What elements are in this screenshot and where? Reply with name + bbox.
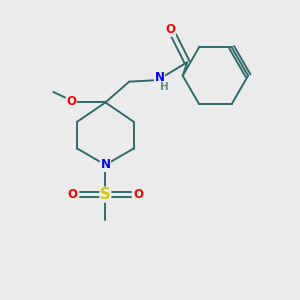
Text: O: O	[133, 188, 143, 201]
Text: H: H	[160, 82, 168, 92]
Text: O: O	[66, 95, 76, 108]
Text: S: S	[100, 187, 111, 202]
Text: O: O	[68, 188, 78, 201]
Text: O: O	[165, 23, 175, 36]
Text: N: N	[154, 71, 164, 84]
Text: N: N	[100, 158, 110, 171]
